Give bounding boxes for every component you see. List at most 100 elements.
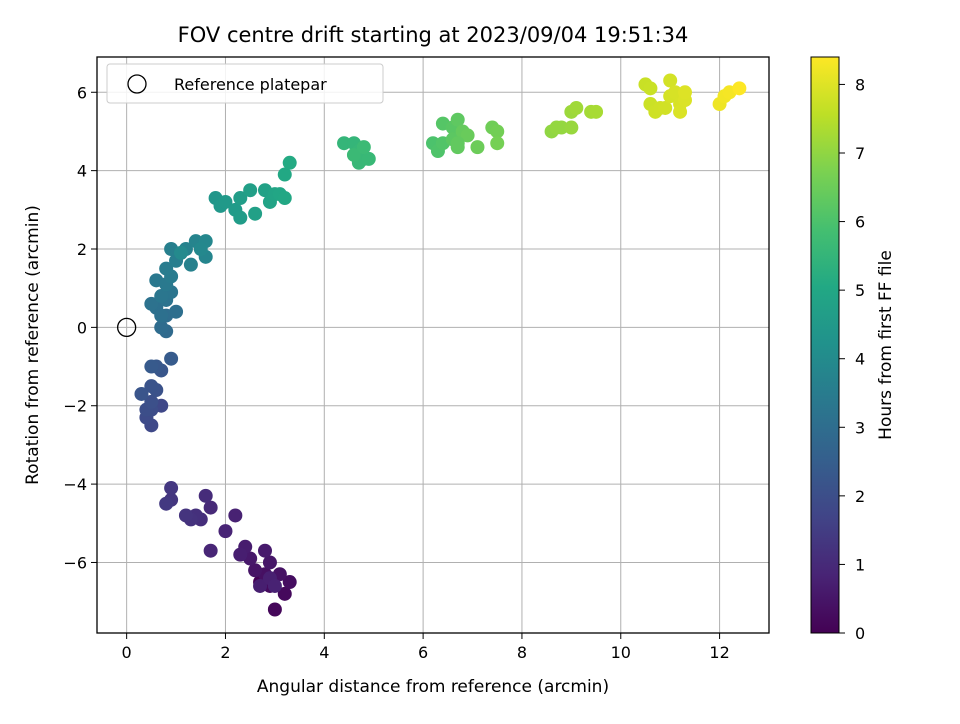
chart-title: FOV centre drift starting at 2023/09/04 … <box>178 23 689 47</box>
colorbar-tick-label: 6 <box>855 213 865 232</box>
data-point <box>267 578 282 593</box>
colorbar-ticks: 0 1 2 3 4 5 6 7 8 <box>839 75 865 643</box>
colorbar-tick-label: 4 <box>855 350 865 369</box>
data-point <box>267 602 282 617</box>
data-point <box>262 555 277 570</box>
x-tick-label: 12 <box>709 643 729 662</box>
legend: Reference platepar <box>106 63 384 104</box>
x-tick-label: 6 <box>418 643 428 662</box>
colorbar-tick-label: 1 <box>855 555 865 574</box>
data-point <box>732 81 747 96</box>
colorbar-tick-label: 8 <box>855 75 865 94</box>
data-point <box>164 481 179 496</box>
data-point <box>490 124 505 139</box>
data-point <box>346 147 361 162</box>
data-point <box>490 136 505 151</box>
data-point <box>253 578 268 593</box>
y-tick-label: 2 <box>77 240 87 259</box>
x-tick-label: 0 <box>122 643 132 662</box>
data-point <box>337 136 352 151</box>
colorbar-tick-label: 0 <box>855 624 865 643</box>
data-point <box>164 351 179 366</box>
data-point <box>564 120 579 135</box>
y-tick-label: 4 <box>77 162 87 181</box>
data-point <box>198 488 213 503</box>
data-point <box>183 257 198 272</box>
data-point <box>282 155 297 170</box>
colorbar-tick-label: 3 <box>855 418 865 437</box>
data-point <box>277 191 292 206</box>
data-point <box>361 151 376 166</box>
data-point <box>470 140 485 155</box>
data-point <box>203 500 218 515</box>
legend-marker-icon <box>127 74 147 94</box>
x-tick-label: 10 <box>611 643 631 662</box>
data-point <box>193 242 208 256</box>
y-tick-label: −6 <box>63 553 87 572</box>
colorbar-tick-label: 5 <box>855 281 865 300</box>
data-point <box>450 136 465 151</box>
data-point <box>154 308 169 323</box>
data-point <box>243 183 258 198</box>
data-points <box>134 73 747 617</box>
data-point <box>668 85 683 100</box>
legend-box <box>106 63 384 104</box>
data-point <box>248 206 263 221</box>
colorbar-gradient <box>810 56 840 634</box>
data-point <box>282 575 297 590</box>
data-point <box>233 210 248 225</box>
data-point <box>277 167 292 182</box>
x-axis-label: Angular distance from reference (arcmin) <box>257 677 609 697</box>
data-point <box>233 547 248 562</box>
y-tick-label: −4 <box>63 475 87 494</box>
legend-label: Reference platepar <box>174 75 327 94</box>
data-point <box>144 379 159 394</box>
data-point <box>218 524 233 539</box>
data-point <box>248 563 263 578</box>
data-point <box>460 128 475 143</box>
plot-frame <box>96 56 770 634</box>
data-point <box>643 81 658 96</box>
data-point <box>159 261 174 276</box>
data-point <box>169 304 184 319</box>
y-tick-label: −2 <box>63 397 87 416</box>
data-point <box>569 100 584 115</box>
data-point <box>159 496 174 511</box>
data-point <box>203 543 218 558</box>
data-point <box>174 245 188 260</box>
x-tick-label: 8 <box>517 643 527 662</box>
data-point <box>178 508 193 523</box>
colorbar: 0 1 2 3 4 5 6 7 8 Hours from first FF file <box>810 56 896 643</box>
data-point <box>144 296 159 311</box>
colorbar-tick-label: 2 <box>855 487 865 506</box>
y-tick-label: 6 <box>77 83 87 102</box>
data-point <box>134 386 149 401</box>
data-point <box>678 85 692 100</box>
y-tick-label: 0 <box>77 318 87 337</box>
y-axis-label: Rotation from reference (arcmin) <box>23 205 43 485</box>
data-point <box>549 120 564 135</box>
data-point <box>218 194 233 209</box>
reference-point <box>116 317 137 338</box>
data-point <box>228 508 243 523</box>
x-tick-label: 2 <box>220 643 230 662</box>
data-point <box>658 100 673 115</box>
reference-marker <box>116 317 137 338</box>
grid-lines <box>97 57 769 633</box>
data-point <box>144 394 159 409</box>
x-tick-label: 4 <box>319 643 329 662</box>
data-point <box>663 73 678 88</box>
y-axis-ticks: −6 −4 −2 0 2 4 6 <box>63 83 97 572</box>
colorbar-tick-label: 7 <box>855 144 865 163</box>
data-point <box>154 289 169 304</box>
data-point <box>277 586 292 601</box>
data-point <box>673 104 688 119</box>
data-point <box>144 359 159 374</box>
colorbar-label: Hours from first FF file <box>876 250 896 440</box>
data-point <box>258 543 272 558</box>
data-point <box>154 320 169 335</box>
data-point <box>450 112 465 127</box>
data-point <box>356 140 371 155</box>
x-axis-ticks: 0 2 4 6 8 10 12 <box>122 633 730 662</box>
data-point <box>589 104 604 119</box>
